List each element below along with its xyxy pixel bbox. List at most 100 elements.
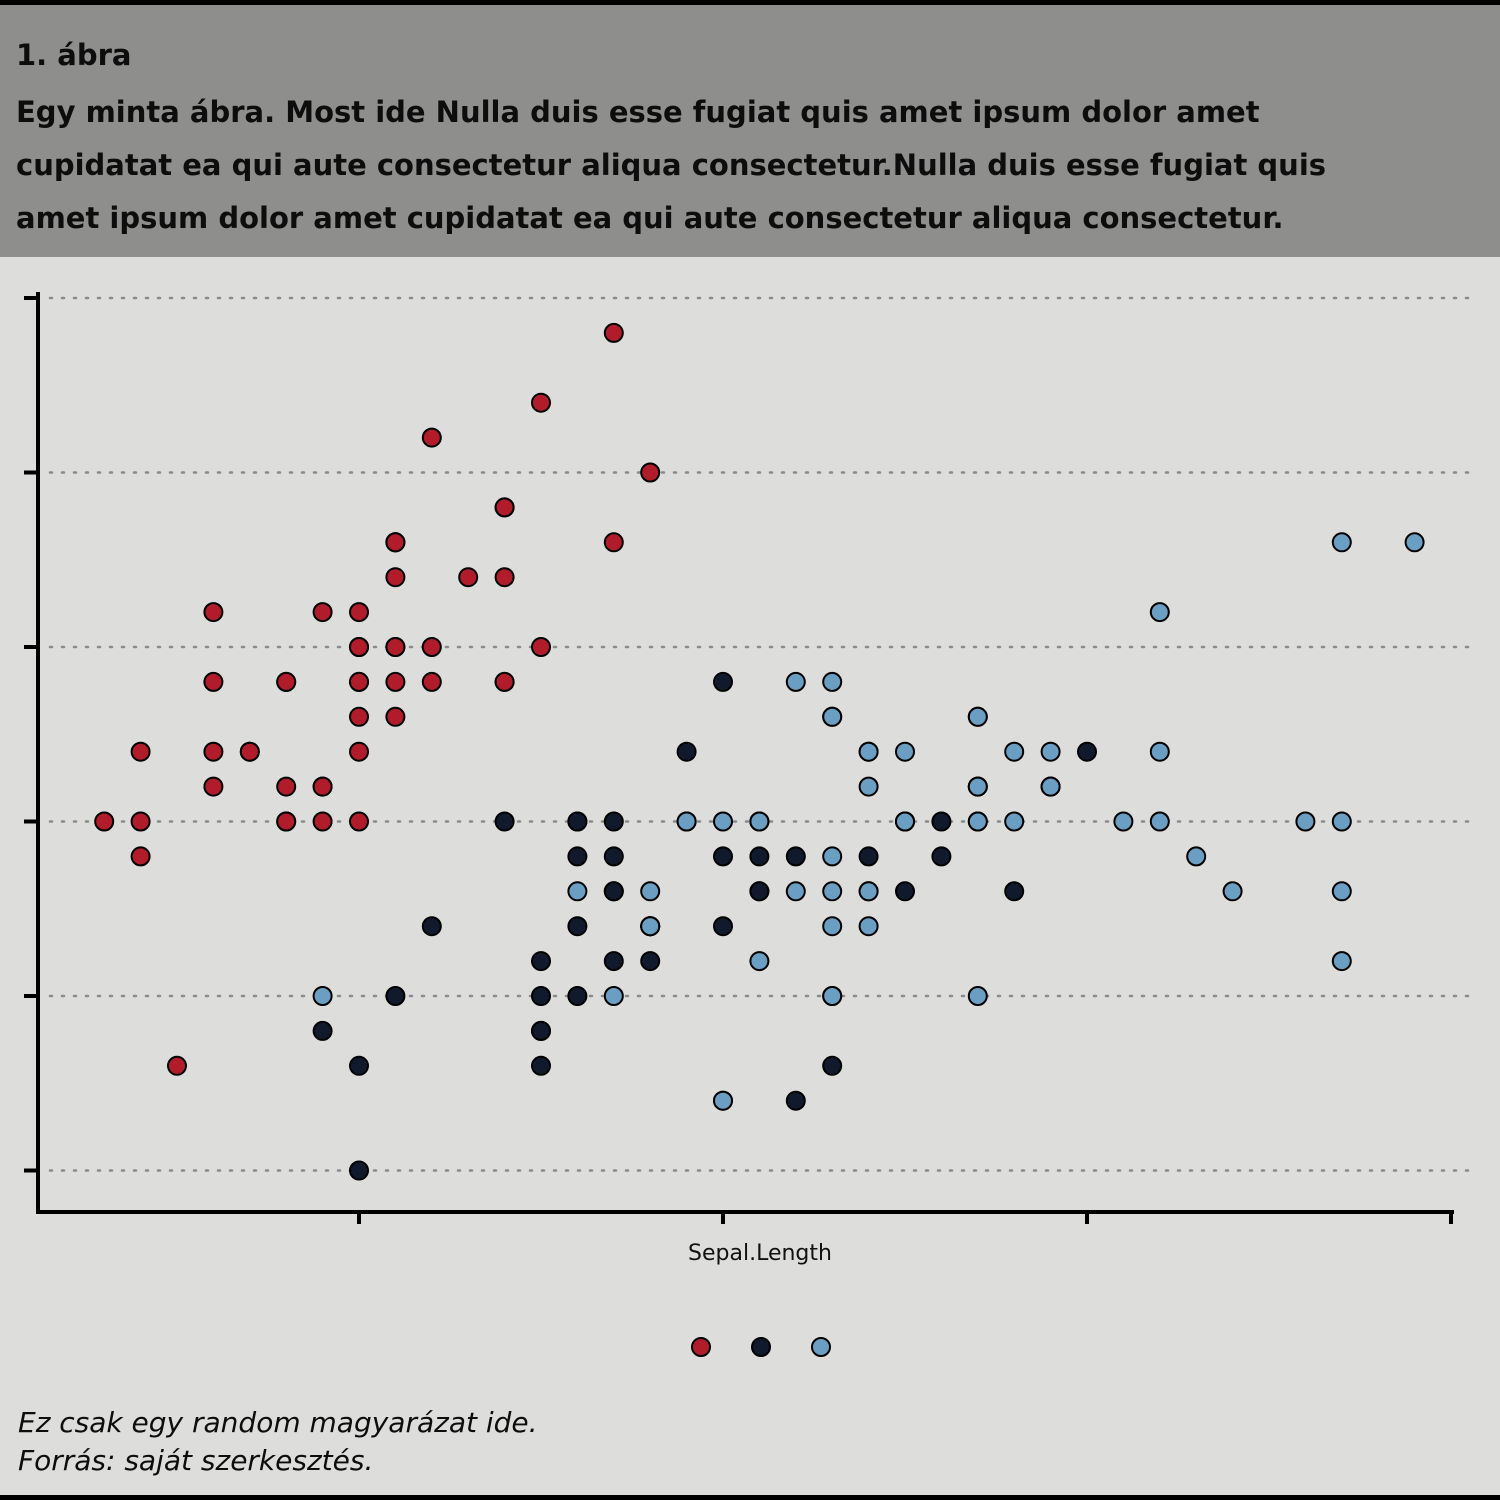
data-point (531, 637, 551, 657)
data-point (494, 811, 515, 832)
data-point (603, 811, 624, 832)
data-point (494, 671, 515, 692)
data-point (640, 916, 661, 937)
figure-number: 1. ábra (16, 38, 132, 72)
data-point (1040, 741, 1061, 762)
data-point (858, 776, 879, 797)
data-point (203, 602, 224, 623)
data-point (494, 567, 515, 588)
data-point (713, 811, 733, 832)
data-point (858, 916, 879, 937)
data-point (567, 846, 588, 867)
data-point (858, 881, 879, 902)
data-point (349, 741, 369, 762)
data-point (603, 951, 624, 972)
data-point (276, 776, 297, 797)
data-point (676, 811, 697, 832)
data-point (1331, 951, 1352, 972)
data-point (567, 811, 588, 832)
data-point (785, 881, 806, 902)
data-point (858, 741, 879, 762)
footer-source: Forrás: saját szerkesztés. (18, 1444, 374, 1477)
data-point (385, 706, 406, 727)
data-point (312, 602, 333, 623)
data-point (1149, 741, 1170, 762)
data-point (931, 846, 952, 867)
data-point (239, 741, 260, 762)
data-point (749, 846, 770, 867)
x-axis-label: Sepal.Length (688, 1241, 832, 1266)
data-point (531, 1055, 551, 1076)
data-point (822, 671, 843, 692)
data-point (603, 532, 624, 553)
data-point (1331, 881, 1352, 902)
data-point (749, 811, 770, 832)
data-point (349, 671, 369, 692)
data-point (312, 986, 333, 1006)
data-point (567, 916, 588, 937)
data-point (385, 637, 406, 657)
data-point (1404, 532, 1425, 553)
data-point (895, 811, 915, 832)
data-point (203, 671, 224, 692)
data-point (421, 671, 442, 692)
data-point (640, 951, 661, 972)
data-point (531, 951, 551, 972)
data-point (1149, 811, 1170, 832)
data-point (676, 741, 697, 762)
data-point (349, 1055, 369, 1076)
data-point (822, 846, 843, 867)
footer-note: Ez csak egy random magyarázat ide. (18, 1406, 538, 1439)
data-point (1331, 532, 1352, 553)
figure-caption: 1. ábra Egy minta ábra. Most ide Nulla d… (0, 5, 1500, 257)
data-point (603, 846, 624, 867)
data-point (203, 776, 224, 797)
data-point (349, 602, 369, 623)
data-point (603, 986, 624, 1006)
data-point (931, 811, 952, 832)
data-point (421, 427, 442, 448)
data-point (967, 776, 988, 797)
data-point (130, 846, 151, 867)
legend-marker (751, 1337, 771, 1357)
data-point (1004, 811, 1025, 832)
data-point (858, 846, 879, 867)
data-point (895, 881, 915, 902)
data-point (640, 881, 661, 902)
data-point (1149, 602, 1170, 623)
data-point (421, 637, 442, 657)
data-point (167, 1055, 187, 1076)
data-point (130, 741, 151, 762)
data-point (458, 567, 479, 588)
data-point (713, 916, 733, 937)
data-point (349, 706, 369, 727)
data-point (1004, 741, 1025, 762)
data-point (785, 671, 806, 692)
data-point (385, 532, 406, 553)
data-point (1077, 741, 1097, 762)
data-point (1004, 881, 1025, 902)
data-point (822, 881, 843, 902)
data-point (385, 567, 406, 588)
data-point (531, 1020, 551, 1041)
data-point (567, 986, 588, 1006)
data-point (967, 986, 988, 1006)
data-point (494, 497, 515, 518)
data-point (312, 776, 333, 797)
data-point (1113, 811, 1134, 832)
legend-marker (811, 1337, 831, 1357)
data-point (349, 811, 369, 832)
data-point (1222, 881, 1243, 902)
data-point (785, 1090, 806, 1111)
data-point (349, 637, 369, 657)
data-point (749, 951, 770, 972)
data-point (421, 916, 442, 937)
data-point (1331, 811, 1352, 832)
data-point (385, 986, 406, 1006)
figure-caption-text: Egy minta ábra. Most ide Nulla duis esse… (16, 95, 1327, 235)
data-point (567, 881, 588, 902)
data-point (1186, 846, 1207, 867)
data-point (531, 392, 551, 413)
data-point (967, 811, 988, 832)
data-point (603, 881, 624, 902)
